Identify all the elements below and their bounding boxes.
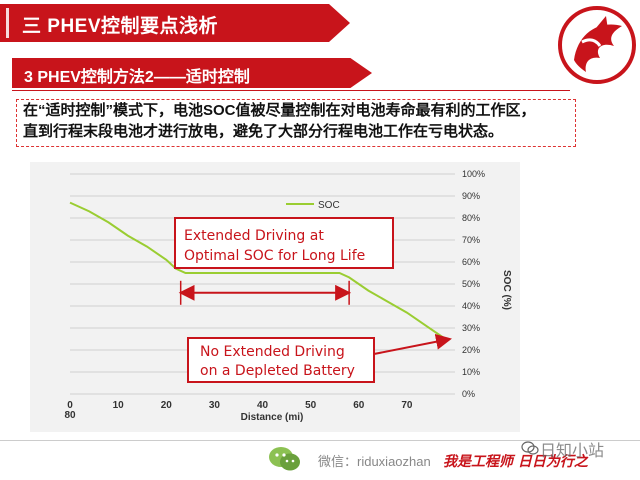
y-tick-label: 70%	[462, 235, 480, 245]
x-tick-label: 70	[401, 400, 413, 411]
x-tick-label: 50	[305, 400, 317, 411]
x-tick-label: 20	[161, 400, 173, 411]
dragon-logo-icon	[558, 6, 636, 84]
x-tick-label: 30	[209, 400, 221, 411]
description-line-1: 在“适时控制”模式下，电池SOC值被尽量控制在对电池寿命最有利的工作区，	[23, 102, 536, 119]
callout-box-depleted	[187, 337, 375, 383]
section-title: 3 PHEV控制方法2——适时控制	[24, 69, 250, 86]
footer-divider	[0, 440, 640, 441]
slogan: 我是工程师 日日为行之	[443, 454, 588, 470]
series-line-soc	[69, 201, 446, 340]
x-tick-label: 10	[113, 400, 125, 411]
y-tick-label: 100%	[462, 169, 485, 179]
callout-depleted-line2: on a Depleted Battery	[200, 363, 355, 379]
header-divider	[6, 8, 9, 38]
x-tick-label-extra: 80	[64, 410, 76, 421]
y-tick-label: 30%	[462, 323, 480, 333]
description-line-2: 直到行程末段电池才进行放电，避免了大部分行程电池工作在亏电状态。	[23, 123, 504, 140]
y-tick-label: 80%	[462, 213, 480, 223]
section-banner: 3 PHEV控制方法2——适时控制	[12, 58, 372, 88]
y-tick-label: 90%	[462, 191, 480, 201]
description-box: 在“适时控制”模式下，电池SOC值被尽量控制在对电池寿命最有利的工作区， 直到行…	[16, 99, 576, 147]
callout-optimal-line2: Optimal SOC for Long Life	[184, 248, 365, 264]
y-tick-label: 0%	[462, 389, 475, 399]
callout-box-optimal	[174, 217, 394, 269]
x-axis-label: Distance (mi)	[241, 412, 304, 423]
watermark: 日知小站	[540, 443, 605, 460]
y-tick-label: 10%	[462, 367, 480, 377]
y-axis-label: SOC (%)	[501, 270, 512, 310]
callout-pointer-arrow	[373, 333, 452, 355]
y-tick-label: 60%	[462, 257, 480, 267]
section-underline	[12, 90, 570, 91]
wechat-id-label: 微信：riduxiaozhan	[318, 454, 431, 469]
legend-label: SOC	[318, 200, 340, 211]
page-title: 三 PHEV控制要点浅析	[22, 16, 219, 37]
y-tick-label: 50%	[462, 279, 480, 289]
x-tick-label: 60	[353, 400, 365, 411]
soc-chart: 0% 10% 20% 30% 40% 50% 60% 70% 80% 90% 100% 0 10 20 3…	[30, 162, 520, 432]
wechat-watermark-icon	[521, 441, 539, 455]
y-tick-label: 20%	[462, 345, 480, 355]
wechat-icon	[269, 447, 300, 471]
header-banner: 三 PHEV控制要点浅析	[0, 4, 350, 42]
x-tick-label: 0	[67, 400, 73, 411]
y-tick-label: 40%	[462, 301, 480, 311]
x-tick-label: 40	[257, 400, 269, 411]
chart-background	[30, 162, 520, 432]
callout-optimal-line1: Extended Driving at	[184, 228, 324, 244]
callout-depleted-line1: No Extended Driving	[200, 344, 345, 360]
